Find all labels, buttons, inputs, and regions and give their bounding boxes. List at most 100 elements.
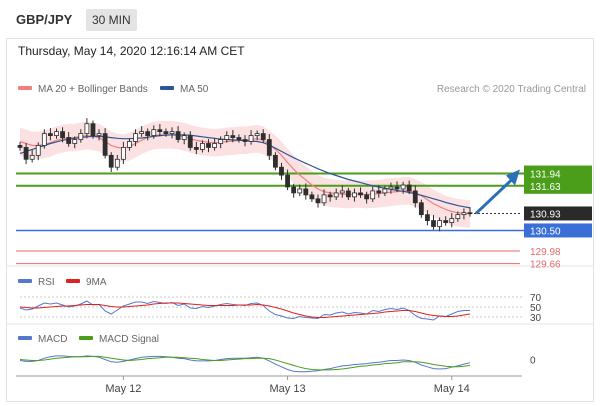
- resistance-level-label: 131.94: [530, 170, 561, 181]
- candle-body: [96, 133, 102, 136]
- macd-chart: 0: [19, 355, 536, 373]
- macd-legend-swatch: [18, 336, 32, 340]
- candle-body: [260, 133, 266, 140]
- candle-body: [388, 186, 394, 190]
- candle-body: [66, 137, 72, 144]
- support-level-label: 129.98: [530, 247, 561, 258]
- candle-body: [358, 192, 363, 196]
- resistance-level-label: 131.63: [530, 182, 561, 193]
- candle-body: [169, 131, 175, 135]
- candle-body: [23, 147, 29, 160]
- candle-body: [90, 123, 96, 136]
- candle-body: [297, 188, 303, 194]
- macd-signal-legend-swatch: [79, 336, 93, 340]
- chart-panel: [6, 38, 594, 402]
- resistance-label-box: [524, 165, 592, 194]
- pivot-label-box: [524, 223, 592, 238]
- candle-body: [248, 135, 254, 142]
- rsi-tick-label: 30: [530, 313, 542, 324]
- candle-body: [291, 186, 297, 194]
- macd-legend-label: MACD: [38, 334, 67, 345]
- candle-body: [108, 154, 114, 168]
- candle-body: [309, 194, 315, 200]
- candle-body: [48, 133, 53, 136]
- candle-body: [78, 133, 84, 140]
- candle-body: [266, 139, 272, 156]
- candle-body: [418, 202, 424, 216]
- candle-body: [382, 188, 388, 194]
- chart-header: GBP/JPY 30 MIN: [0, 0, 600, 38]
- candle-body: [17, 145, 23, 148]
- ma20-legend-label: MA 20 + Bollinger Bands: [38, 84, 148, 95]
- candle-body: [218, 139, 224, 144]
- rsi-ma-legend-label: 9MA: [86, 277, 107, 288]
- ma50-legend-swatch: [160, 86, 174, 90]
- candle-body: [370, 190, 376, 200]
- candle-body: [224, 135, 230, 140]
- candle-body: [242, 139, 248, 142]
- currency-pair-title: GBP/JPY: [16, 12, 73, 27]
- ma50-legend-label: MA 50: [180, 84, 209, 95]
- candle-body: [102, 133, 108, 156]
- candle-body: [163, 131, 169, 135]
- rsi-legend-swatch: [18, 279, 32, 283]
- candle-body: [364, 194, 370, 200]
- candle-body: [437, 220, 442, 227]
- candle-body: [376, 190, 382, 194]
- candle-body: [157, 129, 163, 133]
- credit-text: Research © 2020 Trading Central: [437, 84, 586, 95]
- candle-body: [175, 131, 181, 140]
- rsi-legend: RSI 9MA: [18, 277, 107, 288]
- candle-body: [443, 220, 449, 223]
- candle-body: [145, 131, 151, 136]
- candle-body: [60, 131, 65, 138]
- candle-body: [133, 133, 138, 142]
- time-axis-label: May 14: [434, 383, 470, 395]
- candle-body: [139, 131, 145, 135]
- time-axis-label: May 13: [270, 383, 306, 395]
- support-level-label: 129.66: [530, 260, 561, 271]
- candle-body: [236, 137, 242, 140]
- candle-body: [181, 135, 187, 140]
- candle-body: [467, 212, 473, 215]
- ma20-legend-swatch: [18, 86, 32, 90]
- candle-body: [321, 194, 327, 204]
- candle-body: [327, 194, 333, 198]
- candle-body: [400, 184, 406, 190]
- rsi-ma-legend-swatch: [66, 279, 80, 283]
- candle-body: [461, 212, 467, 216]
- candle-body: [285, 174, 290, 188]
- candle-body: [254, 133, 260, 136]
- rsi-tick-label: 50: [530, 303, 542, 314]
- candle-body: [41, 133, 47, 146]
- projection-arrow-line: [474, 176, 516, 215]
- last-price-label-box: [524, 206, 592, 221]
- candle-body: [84, 123, 90, 135]
- projection-arrow-head: [506, 169, 520, 186]
- timeframe-badge[interactable]: 30 MIN: [86, 9, 137, 31]
- candle-body: [345, 190, 351, 198]
- pivot-level-label: 130.50: [530, 226, 561, 237]
- candle-body: [206, 143, 211, 148]
- bollinger-band: [20, 120, 470, 228]
- candle-body: [449, 218, 455, 223]
- macd-signal-legend-label: MACD Signal: [99, 334, 159, 345]
- time-axis-label: May 12: [105, 383, 141, 395]
- candle-body: [35, 145, 41, 156]
- candle-body: [187, 135, 193, 148]
- rsi-legend-label: RSI: [38, 277, 55, 288]
- candle-body: [273, 154, 278, 168]
- candle-body: [406, 184, 412, 192]
- macd-tick-label: 0: [530, 356, 536, 367]
- last-price-label: 130.93: [530, 209, 561, 220]
- candle-body: [425, 214, 430, 221]
- candle-body: [339, 190, 345, 194]
- candle-body: [54, 131, 59, 136]
- rsi-tick-label: 70: [530, 293, 542, 304]
- candle-body: [352, 192, 357, 198]
- macd-legend: MACD MACD Signal: [18, 334, 159, 345]
- main-legend: MA 20 + Bollinger Bands MA 50 Research ©…: [18, 84, 586, 95]
- candle-body: [120, 147, 126, 160]
- candle-body: [315, 198, 321, 204]
